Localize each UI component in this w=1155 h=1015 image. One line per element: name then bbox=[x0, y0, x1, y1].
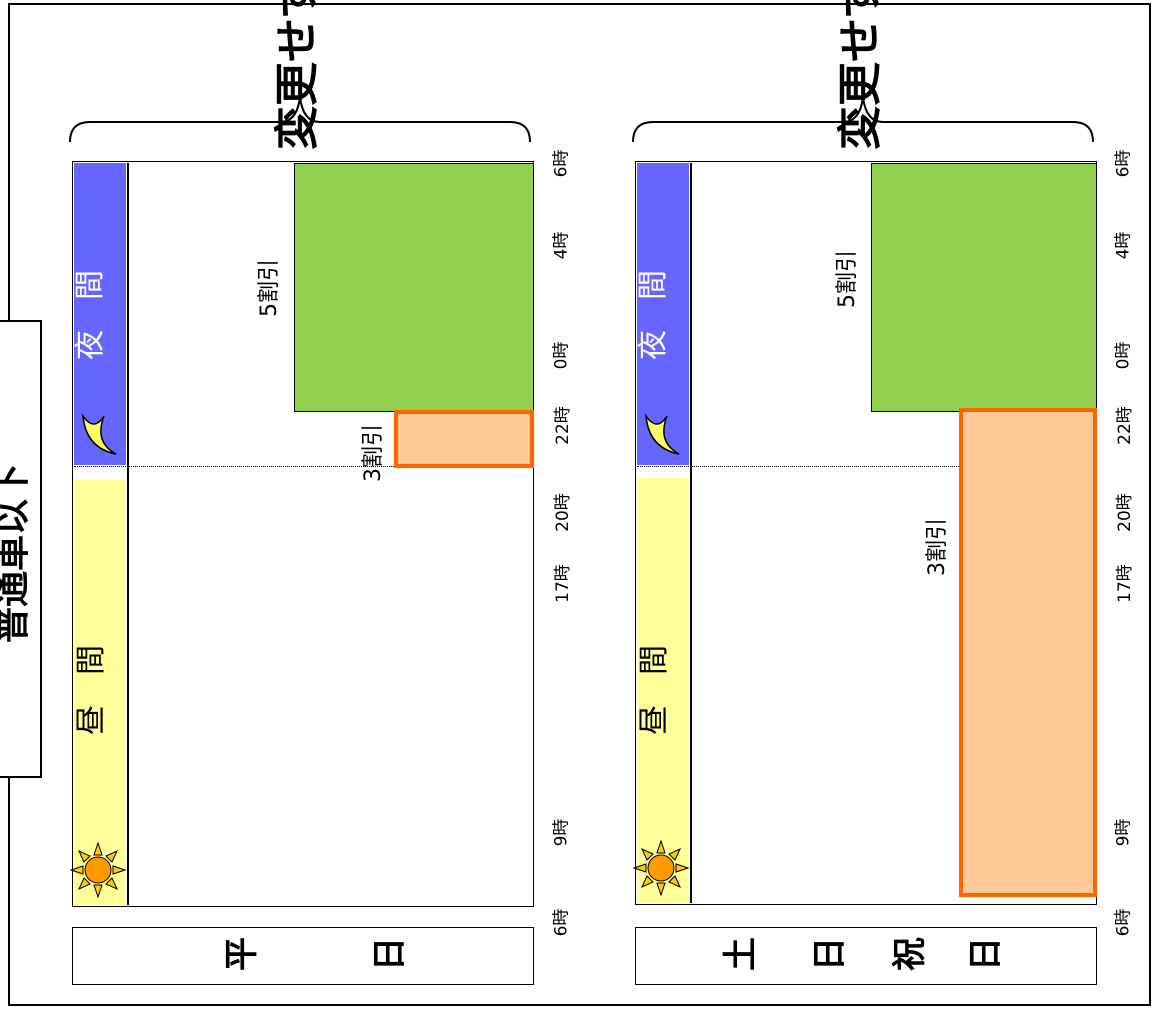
night-label: 夜 間 bbox=[73, 270, 108, 360]
three-discount-label: 3割引 bbox=[925, 518, 950, 576]
time-label: 20時 bbox=[552, 493, 573, 532]
crescent-moon-icon bbox=[644, 413, 680, 455]
time-label: 4時 bbox=[551, 231, 572, 260]
time-label: 22時 bbox=[1114, 406, 1135, 445]
time-label: 17時 bbox=[552, 564, 573, 603]
vehicle-class-label: 普通車以下 bbox=[0, 462, 34, 644]
day-band bbox=[637, 478, 689, 903]
time-label: 9時 bbox=[551, 818, 572, 847]
sun-icon bbox=[70, 842, 126, 898]
sun-icon bbox=[633, 840, 689, 896]
day-type-box bbox=[72, 927, 534, 985]
day-type-char: 日 bbox=[966, 937, 1006, 971]
day-label: 昼 間 bbox=[637, 645, 672, 735]
day-type-char: 日 bbox=[810, 937, 850, 971]
time-label: 0時 bbox=[1113, 341, 1134, 370]
day-type-char: 日 bbox=[370, 937, 410, 971]
five-discount-label: 5割引 bbox=[835, 250, 860, 308]
time-label: 4時 bbox=[1113, 231, 1134, 260]
five-discount-block bbox=[871, 163, 1097, 412]
vehicle-class-box: 普通車以下 bbox=[0, 320, 42, 778]
time-20-gridline bbox=[74, 466, 532, 467]
brace-icon bbox=[632, 96, 1094, 143]
band-divider bbox=[127, 163, 129, 905]
night-label: 夜 間 bbox=[636, 270, 671, 360]
time-label: 0時 bbox=[551, 341, 572, 370]
band-divider bbox=[690, 163, 692, 903]
time-label: 22時 bbox=[552, 406, 573, 445]
day-type-char: 平 bbox=[222, 937, 262, 971]
three-discount-label: 3割引 bbox=[361, 424, 386, 482]
time-label: 6時 bbox=[551, 908, 572, 937]
five-discount-label: 5割引 bbox=[257, 259, 282, 317]
time-label: 6時 bbox=[1113, 908, 1134, 937]
time-label: 6時 bbox=[1113, 149, 1134, 178]
time-label: 6時 bbox=[551, 149, 572, 178]
three-discount-block bbox=[959, 408, 1097, 897]
day-type-char: 祝 bbox=[890, 937, 930, 971]
day-type-box bbox=[635, 927, 1097, 985]
time-20-gridline bbox=[637, 466, 1095, 467]
time-label: 20時 bbox=[1114, 493, 1135, 532]
brace-icon bbox=[69, 96, 531, 143]
three-discount-block bbox=[394, 410, 534, 468]
time-label: 17時 bbox=[1114, 564, 1135, 603]
crescent-moon-icon bbox=[81, 413, 117, 455]
day-type-char: 土 bbox=[721, 937, 761, 971]
day-label: 昼 間 bbox=[74, 645, 109, 735]
time-label: 9時 bbox=[1113, 818, 1134, 847]
day-band bbox=[74, 480, 126, 905]
five-discount-block bbox=[294, 163, 534, 412]
